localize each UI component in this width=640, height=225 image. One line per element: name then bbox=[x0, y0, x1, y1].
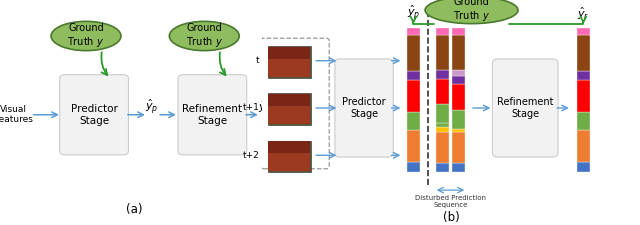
Ellipse shape bbox=[51, 21, 121, 51]
Text: Disturbed Prediction
Sequence: Disturbed Prediction Sequence bbox=[415, 195, 486, 208]
Bar bbox=[577, 35, 590, 71]
Bar bbox=[577, 80, 590, 112]
Text: t+1: t+1 bbox=[243, 104, 259, 112]
Bar bbox=[452, 35, 465, 70]
Ellipse shape bbox=[425, 0, 518, 24]
Bar bbox=[452, 28, 465, 35]
Text: (a): (a) bbox=[126, 203, 143, 216]
FancyBboxPatch shape bbox=[335, 59, 393, 157]
Bar bbox=[436, 35, 449, 70]
Bar bbox=[452, 132, 465, 164]
Bar bbox=[577, 112, 590, 130]
Text: $\hat{y}_p$: $\hat{y}_p$ bbox=[406, 4, 420, 23]
Text: $\hat{y}_r$: $\hat{y}_r$ bbox=[577, 6, 589, 22]
Bar bbox=[407, 112, 420, 130]
Bar bbox=[436, 28, 449, 35]
Bar bbox=[407, 71, 420, 80]
Text: Predictor
Stage: Predictor Stage bbox=[342, 97, 386, 119]
Bar bbox=[452, 70, 465, 76]
Bar bbox=[407, 28, 420, 35]
Bar bbox=[436, 164, 449, 172]
Bar bbox=[407, 130, 420, 162]
Bar bbox=[436, 104, 449, 123]
FancyBboxPatch shape bbox=[492, 59, 558, 157]
Bar bbox=[268, 141, 311, 172]
Text: t: t bbox=[256, 56, 259, 65]
Text: Visual
Features: Visual Features bbox=[0, 105, 33, 124]
FancyBboxPatch shape bbox=[178, 75, 247, 155]
Bar bbox=[269, 47, 310, 58]
Text: Ground
Truth $y$: Ground Truth $y$ bbox=[67, 23, 104, 49]
Bar bbox=[268, 93, 311, 125]
Text: Predictor
Stage: Predictor Stage bbox=[70, 104, 118, 126]
Bar bbox=[577, 162, 590, 172]
Bar bbox=[577, 71, 590, 80]
Bar bbox=[269, 94, 310, 124]
Bar bbox=[436, 79, 449, 104]
Bar bbox=[407, 35, 420, 71]
Bar bbox=[436, 132, 449, 164]
Bar bbox=[407, 162, 420, 172]
Text: t+2: t+2 bbox=[243, 151, 259, 160]
Bar bbox=[436, 70, 449, 79]
Bar bbox=[407, 80, 420, 112]
Bar bbox=[577, 28, 590, 35]
Bar bbox=[452, 164, 465, 172]
Text: Ground
Truth $y$: Ground Truth $y$ bbox=[186, 23, 223, 49]
Bar bbox=[269, 141, 310, 171]
Bar bbox=[452, 76, 465, 84]
Bar bbox=[577, 130, 590, 162]
Text: $\hat{y}_r$: $\hat{y}_r$ bbox=[259, 99, 271, 115]
Bar bbox=[268, 46, 311, 78]
Bar bbox=[269, 47, 310, 77]
Ellipse shape bbox=[170, 21, 239, 51]
Bar bbox=[436, 123, 449, 128]
Bar bbox=[269, 94, 310, 106]
Bar bbox=[452, 84, 465, 110]
FancyBboxPatch shape bbox=[60, 75, 129, 155]
Bar bbox=[452, 129, 465, 132]
FancyBboxPatch shape bbox=[261, 38, 329, 169]
Bar bbox=[452, 110, 465, 129]
Text: $\hat{y}_p$: $\hat{y}_p$ bbox=[145, 97, 159, 116]
Text: Refinement
Stage: Refinement Stage bbox=[497, 97, 554, 119]
Bar bbox=[269, 141, 310, 153]
Bar bbox=[436, 128, 449, 132]
Text: Ground
Truth $y$: Ground Truth $y$ bbox=[453, 0, 490, 23]
Text: Refinement
Stage: Refinement Stage bbox=[182, 104, 243, 126]
Text: (b): (b) bbox=[443, 211, 460, 224]
